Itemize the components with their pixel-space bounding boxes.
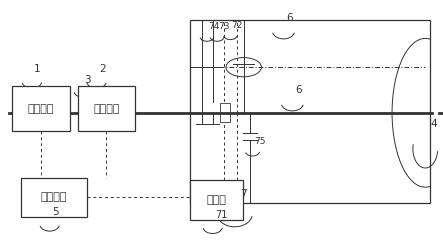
Text: 4: 4 xyxy=(431,119,437,129)
Text: 75: 75 xyxy=(254,137,265,146)
Bar xyxy=(220,114,230,122)
Text: 6: 6 xyxy=(295,85,302,95)
Bar xyxy=(12,86,70,131)
Text: 74: 74 xyxy=(208,22,220,31)
Bar xyxy=(190,20,430,203)
Text: 73: 73 xyxy=(218,22,230,31)
Bar xyxy=(21,178,87,217)
Bar xyxy=(190,180,243,220)
Text: 7: 7 xyxy=(240,189,247,199)
Bar xyxy=(78,86,135,131)
Text: 3: 3 xyxy=(84,75,91,85)
Text: 第二电机: 第二电机 xyxy=(93,104,120,114)
Text: 控制单元: 控制单元 xyxy=(41,192,67,202)
Bar xyxy=(220,103,230,112)
Text: 6: 6 xyxy=(286,13,293,23)
Text: 5: 5 xyxy=(52,207,58,217)
Text: 第一电机: 第一电机 xyxy=(28,104,54,114)
Text: 72: 72 xyxy=(232,21,243,30)
Text: 2: 2 xyxy=(99,64,105,74)
Text: 1: 1 xyxy=(34,64,41,74)
Text: 电磁阀: 电磁阀 xyxy=(207,195,226,205)
Text: 71: 71 xyxy=(215,210,227,220)
